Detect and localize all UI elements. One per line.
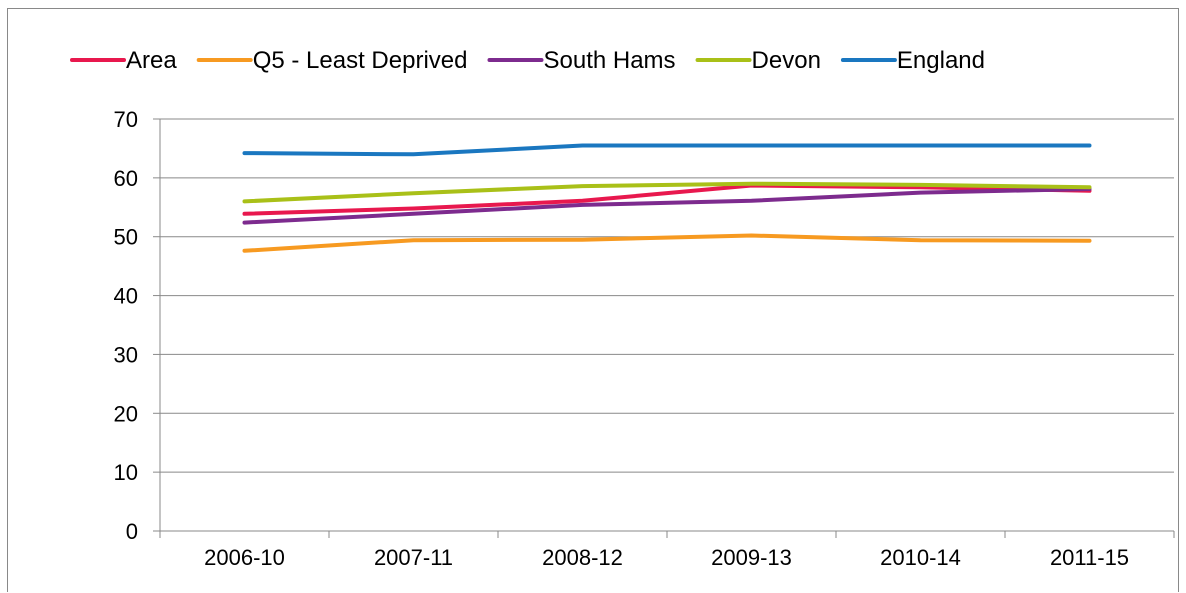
legend-label: Devon — [752, 47, 821, 74]
y-tick-label: 50 — [114, 225, 138, 250]
legend-item-england[interactable]: England — [840, 47, 985, 74]
x-tick-label: 2011-15 — [1050, 545, 1129, 570]
x-tick-label: 2007-11 — [374, 545, 453, 570]
legend-label: England — [897, 47, 985, 74]
series-line-devon — [242, 181, 1092, 204]
chart-frame — [7, 8, 1179, 592]
series-line-south-hams — [242, 187, 1092, 225]
legend-label: Area — [126, 47, 177, 74]
x-tick-label: 2006-10 — [204, 545, 285, 570]
legend-label: Q5 - Least Deprived — [253, 47, 468, 74]
y-tick-label: 70 — [114, 107, 138, 132]
legend[interactable]: Area Q5 - Least Deprived South Hams Devon En… — [70, 47, 985, 74]
x-tick-label: 2008-12 — [542, 545, 623, 570]
legend-label: South Hams — [543, 47, 675, 74]
gridlines — [160, 118, 1174, 473]
series-lines — [242, 143, 1092, 253]
y-tick-label: 40 — [114, 284, 138, 309]
y-tick-label: 60 — [114, 166, 138, 191]
y-tick-label: 0 — [126, 519, 138, 544]
legend-item-devon[interactable]: Devon — [695, 47, 821, 74]
legend-item-south-hams[interactable]: South Hams — [487, 47, 676, 74]
y-tick-label: 20 — [114, 401, 138, 426]
y-tick-label: 30 — [114, 342, 138, 367]
legend-item-q5-least-deprived[interactable]: Q5 - Least Deprived — [196, 47, 468, 74]
legend-item-area[interactable]: Area — [70, 47, 177, 74]
series-line-area — [242, 183, 1092, 216]
axes: 0 10 20 30 40 50 60 70 2006-10 2007-11 2008-12 2009… — [114, 107, 1175, 570]
y-tick-label: 10 — [114, 460, 138, 485]
series-line-q5-least-deprived — [242, 233, 1092, 253]
series-line-england — [242, 143, 1092, 157]
x-tick-label: 2010-14 — [880, 545, 961, 570]
x-tick-label: 2009-13 — [711, 545, 792, 570]
